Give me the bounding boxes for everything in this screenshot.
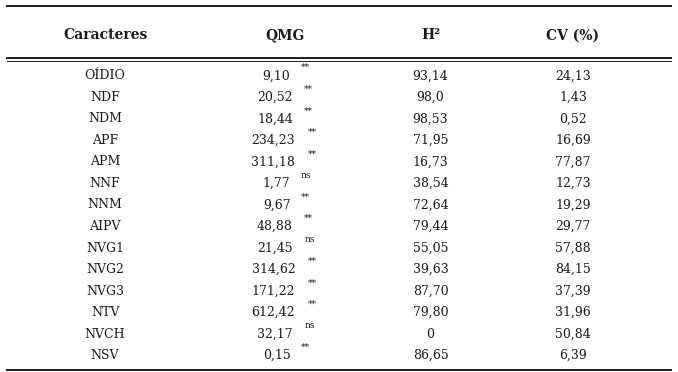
- Text: **: **: [307, 278, 317, 288]
- Text: 612,42: 612,42: [252, 306, 295, 319]
- Text: 0,15: 0,15: [263, 349, 290, 362]
- Text: ns: ns: [304, 235, 315, 244]
- Text: ns: ns: [301, 171, 311, 180]
- Text: 16,73: 16,73: [413, 155, 448, 169]
- Text: **: **: [307, 149, 317, 158]
- Text: **: **: [301, 343, 310, 352]
- Text: 93,14: 93,14: [413, 69, 448, 82]
- Text: 39,63: 39,63: [413, 263, 448, 276]
- Text: 79,80: 79,80: [413, 306, 448, 319]
- Text: 0,52: 0,52: [559, 112, 586, 125]
- Text: 98,53: 98,53: [413, 112, 448, 125]
- Text: **: **: [304, 214, 313, 223]
- Text: 9,10: 9,10: [263, 69, 290, 82]
- Text: OÍDIO: OÍDIO: [85, 69, 125, 82]
- Text: **: **: [304, 85, 313, 94]
- Text: 38,54: 38,54: [413, 177, 448, 190]
- Text: 6,39: 6,39: [559, 349, 586, 362]
- Text: 98,0: 98,0: [417, 91, 444, 104]
- Text: NVCH: NVCH: [85, 328, 125, 341]
- Text: H²: H²: [421, 28, 440, 42]
- Text: NNF: NNF: [89, 177, 121, 190]
- Text: 86,65: 86,65: [413, 349, 448, 362]
- Text: APM: APM: [90, 155, 120, 169]
- Text: 84,15: 84,15: [555, 263, 591, 276]
- Text: 1,77: 1,77: [263, 177, 290, 190]
- Text: **: **: [304, 106, 313, 115]
- Text: 71,95: 71,95: [413, 134, 448, 147]
- Text: NVG1: NVG1: [86, 241, 124, 254]
- Text: QMG: QMG: [265, 28, 304, 42]
- Text: 0: 0: [426, 328, 435, 341]
- Text: 16,69: 16,69: [555, 134, 591, 147]
- Text: 79,44: 79,44: [413, 220, 448, 233]
- Text: **: **: [307, 257, 317, 266]
- Text: **: **: [307, 300, 317, 309]
- Text: 55,05: 55,05: [413, 241, 448, 254]
- Text: 12,73: 12,73: [555, 177, 591, 190]
- Text: 77,87: 77,87: [555, 155, 591, 169]
- Text: NDM: NDM: [88, 112, 122, 125]
- Text: 21,45: 21,45: [257, 241, 293, 254]
- Text: 48,88: 48,88: [257, 220, 293, 233]
- Text: 37,39: 37,39: [555, 285, 591, 298]
- Text: NNM: NNM: [87, 199, 123, 212]
- Text: 24,13: 24,13: [555, 69, 591, 82]
- Text: 29,77: 29,77: [555, 220, 591, 233]
- Text: 311,18: 311,18: [252, 155, 296, 169]
- Text: 314,62: 314,62: [252, 263, 296, 276]
- Text: NVG2: NVG2: [86, 263, 124, 276]
- Text: **: **: [301, 192, 310, 201]
- Text: 20,52: 20,52: [257, 91, 293, 104]
- Text: 50,84: 50,84: [555, 328, 591, 341]
- Text: Caracteres: Caracteres: [63, 28, 147, 42]
- Text: NVG3: NVG3: [86, 285, 124, 298]
- Text: NSV: NSV: [91, 349, 119, 362]
- Text: **: **: [301, 63, 310, 72]
- Text: 1,43: 1,43: [559, 91, 587, 104]
- Text: CV (%): CV (%): [546, 28, 599, 42]
- Text: 19,29: 19,29: [555, 199, 591, 212]
- Text: 31,96: 31,96: [555, 306, 591, 319]
- Text: 18,44: 18,44: [257, 112, 293, 125]
- Text: 87,70: 87,70: [413, 285, 448, 298]
- Text: **: **: [307, 128, 317, 137]
- Text: 72,64: 72,64: [413, 199, 448, 212]
- Text: NDF: NDF: [90, 91, 120, 104]
- Text: 9,67: 9,67: [263, 199, 290, 212]
- Text: AIPV: AIPV: [89, 220, 121, 233]
- Text: ns: ns: [304, 321, 315, 330]
- Text: 234,23: 234,23: [252, 134, 295, 147]
- Text: APF: APF: [92, 134, 118, 147]
- Text: 171,22: 171,22: [252, 285, 295, 298]
- Text: 57,88: 57,88: [555, 241, 591, 254]
- Text: NTV: NTV: [91, 306, 119, 319]
- Text: 32,17: 32,17: [257, 328, 293, 341]
